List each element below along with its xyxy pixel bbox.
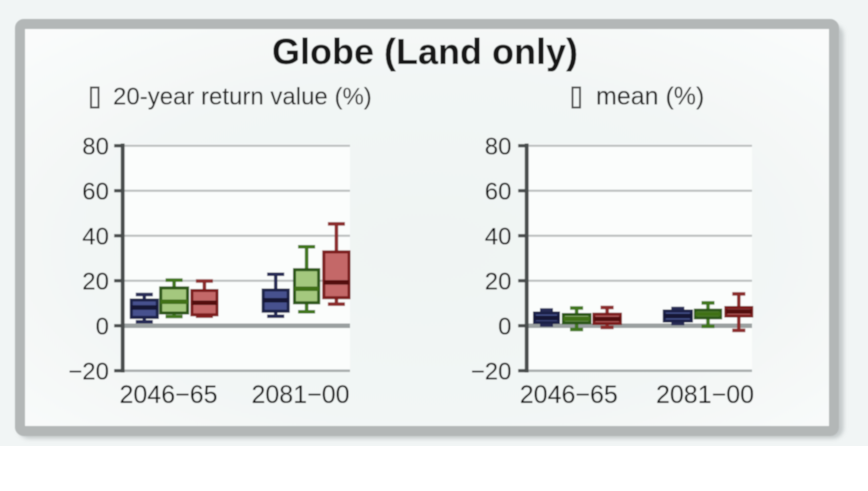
svg-text:20: 20 xyxy=(82,269,109,296)
svg-text:80: 80 xyxy=(82,134,109,161)
svg-text:80: 80 xyxy=(485,134,512,161)
svg-text:mean (%): mean (%) xyxy=(596,83,704,111)
svg-text:2046−65: 2046−65 xyxy=(119,381,217,409)
svg-text:0: 0 xyxy=(498,314,511,341)
svg-text:60: 60 xyxy=(82,179,109,206)
svg-text:60: 60 xyxy=(485,179,512,206)
svg-text:2081−00: 2081−00 xyxy=(656,381,754,409)
svg-text:−20: −20 xyxy=(471,359,512,386)
svg-text:20: 20 xyxy=(485,269,512,296)
svg-text:40: 40 xyxy=(485,224,512,251)
svg-text:40: 40 xyxy=(82,224,109,251)
svg-text:2081−00: 2081−00 xyxy=(251,381,349,409)
svg-text:2046−65: 2046−65 xyxy=(520,381,618,409)
svg-text:20-year return value (%): 20-year return value (%) xyxy=(113,84,372,111)
svg-text:−20: −20 xyxy=(68,359,109,386)
svg-text:0: 0 xyxy=(96,314,109,341)
svg-text:Globe (Land only): Globe (Land only) xyxy=(272,31,578,72)
